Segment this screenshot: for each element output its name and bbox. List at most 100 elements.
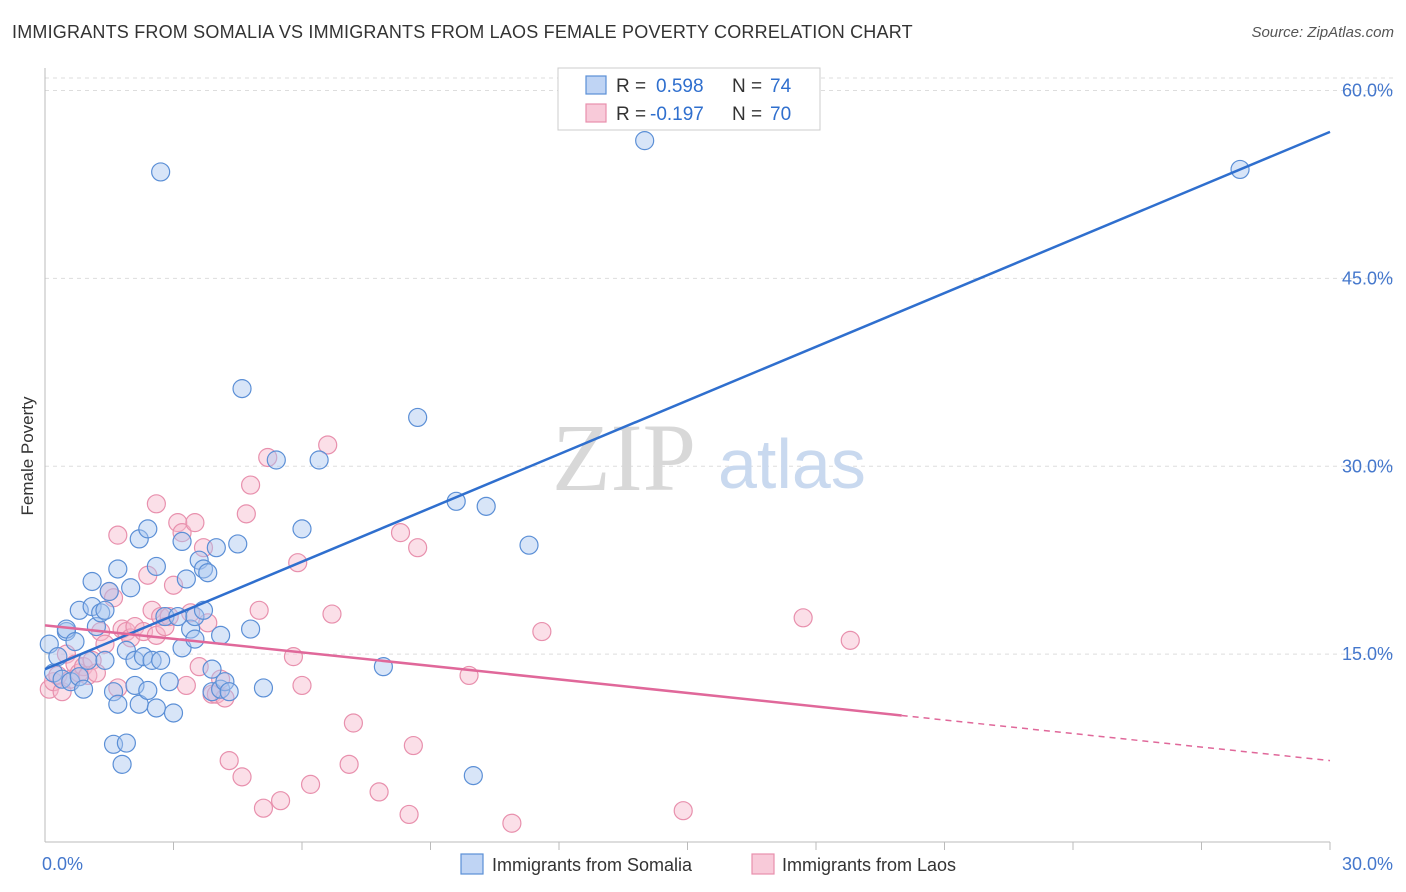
point-somalia-66 xyxy=(309,450,329,470)
point-laos-53 xyxy=(292,675,312,696)
legend-n-label-somalia: N = xyxy=(732,76,762,97)
point-laos-68 xyxy=(793,608,813,628)
point-laos-60 xyxy=(390,523,411,543)
legend-r-label-somalia: R = xyxy=(616,76,646,97)
point-laos-56 xyxy=(322,604,342,624)
point-laos-58 xyxy=(343,713,363,733)
point-somalia-23 xyxy=(112,754,132,774)
point-laos-67 xyxy=(673,801,693,821)
point-somalia-45 xyxy=(176,569,196,589)
point-somalia-18 xyxy=(99,581,119,602)
point-somalia-17 xyxy=(95,650,115,670)
y-tick-label-3: 60.0% xyxy=(1342,81,1393,101)
y-tick-label-1: 30.0% xyxy=(1342,456,1393,476)
bottom-legend-swatch-laos xyxy=(751,853,775,875)
point-somalia-16 xyxy=(95,600,115,620)
point-somalia-8 xyxy=(69,600,89,620)
axes xyxy=(44,68,1331,850)
point-laos-55 xyxy=(318,435,338,455)
bottom-legend-swatch-somalia xyxy=(460,853,484,875)
point-laos-65 xyxy=(502,813,522,833)
point-somalia-43 xyxy=(172,531,192,552)
watermark-atlas: atlas xyxy=(718,425,866,503)
point-laos-35 xyxy=(185,513,205,533)
point-somalia-41 xyxy=(163,703,184,723)
trend-line-laos-extension xyxy=(901,714,1331,762)
point-laos-17 xyxy=(108,525,128,545)
chart-title: IMMIGRANTS FROM SOMALIA VS IMMIGRANTS FR… xyxy=(12,22,913,42)
point-laos-26 xyxy=(146,494,166,514)
legend-swatch-laos xyxy=(585,103,607,123)
legend-n-value-somalia: 74 xyxy=(770,76,792,97)
x-tick-label-0: 0.0% xyxy=(42,854,83,874)
source-label: Source: ZipAtlas.com xyxy=(1251,24,1394,41)
point-somalia-27 xyxy=(125,675,145,696)
legend-r-value-somalia: 0.598 xyxy=(656,76,704,97)
point-somalia-55 xyxy=(206,538,226,558)
y-tick-label-0: 15.0% xyxy=(1342,644,1393,664)
point-somalia-46 xyxy=(181,619,201,639)
legend-r-label-laos: R = xyxy=(616,104,646,125)
legend-box: R = 0.598 N = 74 R = -0.197 N = 70 xyxy=(557,67,821,131)
point-laos-63 xyxy=(408,538,428,558)
point-somalia-25 xyxy=(116,733,136,753)
point-somalia-33 xyxy=(138,680,158,701)
point-laos-54 xyxy=(300,774,321,794)
point-laos-45 xyxy=(236,504,256,524)
point-laos-59 xyxy=(369,782,389,802)
point-laos-57 xyxy=(339,754,359,774)
point-somalia-65 xyxy=(292,519,312,539)
series-somalia-points xyxy=(39,131,1250,786)
point-somalia-40 xyxy=(159,672,179,692)
point-laos-62 xyxy=(403,735,423,756)
legend-n-value-laos: 70 xyxy=(770,104,791,125)
point-somalia-64 xyxy=(266,450,286,470)
point-somalia-68 xyxy=(408,407,428,428)
point-somalia-61 xyxy=(232,379,252,399)
point-somalia-57 xyxy=(211,625,231,645)
point-laos-46 xyxy=(241,475,261,495)
point-somalia-10 xyxy=(73,679,94,699)
point-laos-61 xyxy=(399,804,419,825)
point-laos-44 xyxy=(232,767,252,787)
point-somalia-63 xyxy=(253,678,274,698)
point-somalia-59 xyxy=(219,682,239,702)
bottom-legend-label-laos: Immigrants from Laos xyxy=(782,855,956,875)
point-somalia-48 xyxy=(185,629,205,649)
point-somalia-58 xyxy=(215,672,235,692)
point-laos-66 xyxy=(532,621,552,642)
point-somalia-62 xyxy=(241,619,261,639)
point-laos-69 xyxy=(840,630,860,650)
y-axis-label: Female Poverty xyxy=(18,396,37,516)
grid-lines xyxy=(45,77,1395,655)
point-somalia-70 xyxy=(476,496,496,516)
trend-lines xyxy=(44,130,1331,762)
point-somalia-72 xyxy=(519,535,539,555)
bottom-legend: Immigrants from Somalia Immigrants from … xyxy=(460,853,956,875)
point-somalia-26 xyxy=(121,578,141,598)
point-somalia-21 xyxy=(108,694,128,714)
point-somalia-32 xyxy=(138,519,158,539)
point-somalia-73 xyxy=(635,131,655,151)
legend-n-label-laos: N = xyxy=(732,104,762,125)
point-laos-48 xyxy=(253,798,274,818)
point-laos-33 xyxy=(176,675,196,696)
point-somalia-38 xyxy=(151,162,171,182)
tick-labels: 15.0% 30.0% 45.0% 60.0% 0.0% 30.0% xyxy=(42,81,1393,874)
point-somalia-9 xyxy=(69,667,89,687)
point-somalia-35 xyxy=(146,698,166,718)
point-somalia-52 xyxy=(198,563,218,583)
point-somalia-71 xyxy=(463,766,483,786)
point-somalia-36 xyxy=(146,556,166,577)
legend-r-value-laos: -0.197 xyxy=(650,104,704,125)
point-somalia-22 xyxy=(108,559,128,579)
point-somalia-60 xyxy=(228,534,248,554)
point-laos-31 xyxy=(168,513,188,533)
trend-line-laos xyxy=(44,624,902,717)
point-somalia-19 xyxy=(103,682,124,702)
point-laos-50 xyxy=(270,791,291,811)
point-somalia-37 xyxy=(151,650,171,670)
legend-swatch-somalia xyxy=(585,75,607,95)
point-laos-43 xyxy=(219,750,239,771)
